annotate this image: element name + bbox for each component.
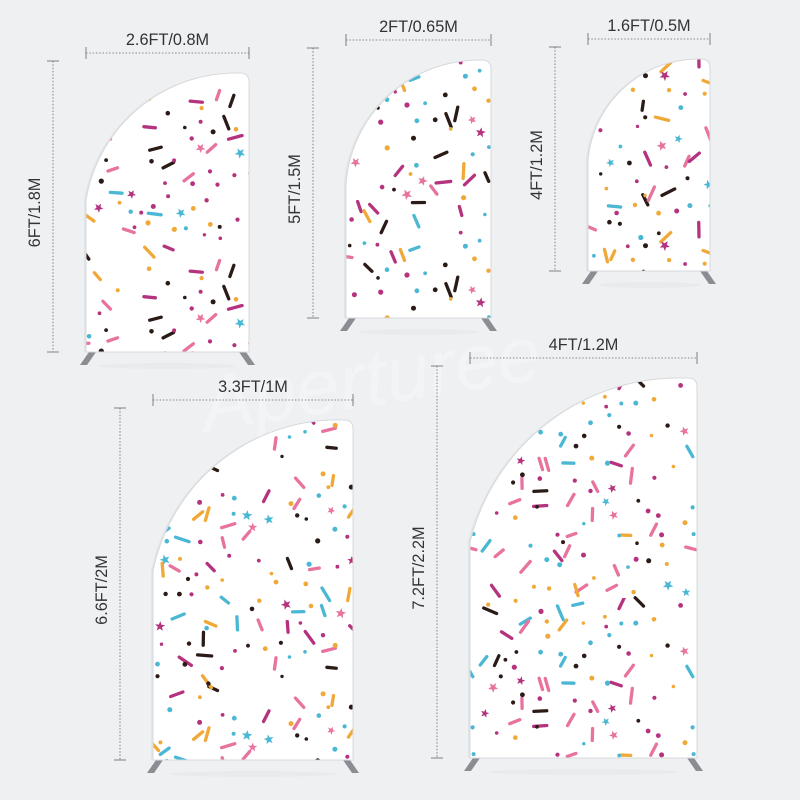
svg-text:1.6FT/0.5M: 1.6FT/0.5M <box>607 17 690 35</box>
svg-text:3.3FT/1M: 3.3FT/1M <box>218 378 288 396</box>
svg-text:7.2FT/2.2M: 7.2FT/2.2M <box>410 526 428 609</box>
svg-text:4FT/1.2M: 4FT/1.2M <box>528 130 546 200</box>
svg-text:2.6FT/0.8M: 2.6FT/0.8M <box>126 31 209 49</box>
svg-text:5FT/1.5M: 5FT/1.5M <box>286 154 304 224</box>
svg-text:6.6FT/2M: 6.6FT/2M <box>93 555 111 625</box>
svg-text:4FT/1.2M: 4FT/1.2M <box>549 336 619 354</box>
svg-text:6FT/1.8M: 6FT/1.8M <box>26 178 44 248</box>
svg-text:2FT/0.65M: 2FT/0.65M <box>379 18 458 36</box>
